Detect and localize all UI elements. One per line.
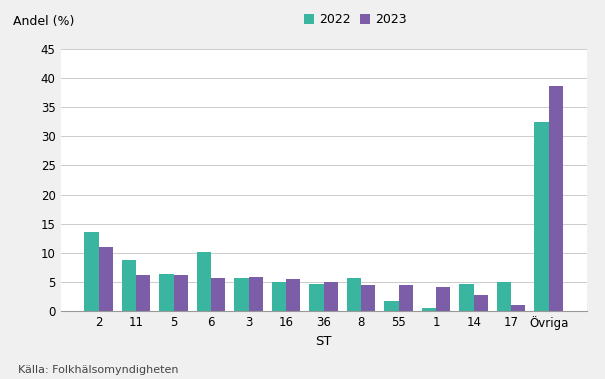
Bar xyxy=(347,278,361,311)
Legend: 2022, 2023: 2022, 2023 xyxy=(299,8,412,31)
Bar xyxy=(436,287,451,311)
Text: Källa: Folkhälsomyndigheten: Källa: Folkhälsomyndigheten xyxy=(18,365,178,375)
Bar xyxy=(497,282,511,311)
Bar xyxy=(309,284,324,311)
Bar xyxy=(85,232,99,311)
Bar xyxy=(99,247,113,311)
Bar xyxy=(549,86,563,311)
Bar xyxy=(422,308,436,311)
Bar xyxy=(399,285,413,311)
Bar xyxy=(384,301,399,311)
Bar xyxy=(174,275,188,311)
Bar xyxy=(361,285,376,311)
Bar xyxy=(122,260,136,311)
Bar xyxy=(534,122,549,311)
Bar xyxy=(234,278,249,311)
Text: Andel (%): Andel (%) xyxy=(13,15,74,28)
Bar xyxy=(197,252,211,311)
Bar xyxy=(211,278,226,311)
Bar xyxy=(459,284,474,311)
X-axis label: ST: ST xyxy=(315,335,332,348)
Bar xyxy=(286,279,301,311)
Bar xyxy=(249,277,263,311)
Bar xyxy=(324,282,338,311)
Bar xyxy=(136,275,151,311)
Bar xyxy=(474,295,488,311)
Bar xyxy=(272,282,286,311)
Bar xyxy=(160,274,174,311)
Bar xyxy=(511,305,525,311)
